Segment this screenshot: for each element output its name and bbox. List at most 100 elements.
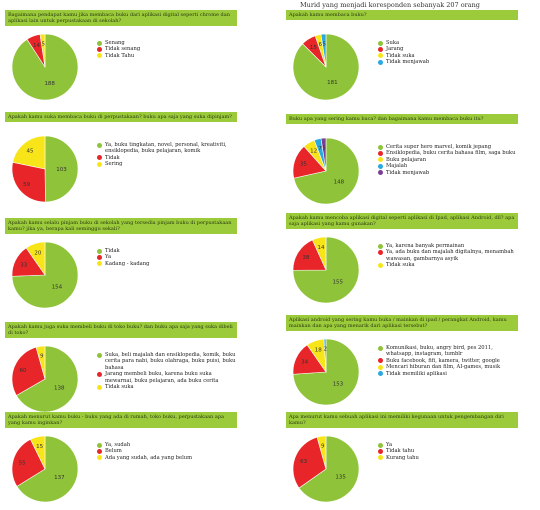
pie-slice (316, 435, 327, 470)
data-label: 138 (54, 385, 65, 391)
data-label: 5 (322, 145, 326, 151)
legend: Ya, karena banyak permainan Ya, ada buku … (378, 243, 518, 269)
legend-label: Sering (105, 161, 123, 168)
legend-item: Tidak menjawab (378, 170, 518, 176)
question-banner: Apa menurut kamu sebuah aplikasi ini mem… (286, 412, 518, 428)
legend-swatch (97, 248, 102, 254)
legend-label: Suka (386, 40, 400, 46)
legend-swatch (97, 352, 102, 358)
question-banner: Bagaimana pendapat kamu jika membaca buk… (5, 10, 237, 26)
legend-item: Ensiklopedia, buku cerita bahasa film, s… (378, 150, 518, 156)
legend-swatch (378, 59, 383, 65)
legend-label: Ya (386, 442, 393, 448)
legend-label: Jarang (386, 46, 404, 53)
legend-swatch (378, 371, 383, 377)
legend-swatch (97, 442, 102, 448)
legend-item: Tidak suka (97, 384, 237, 390)
legend-label: Tidak senang (105, 46, 141, 53)
pie-slice (35, 345, 46, 380)
legend-label: Tidak memiliki aplikasi (386, 370, 447, 377)
data-label: 7 (318, 146, 322, 152)
legend: Komunikasi, buku, angry bird, pes 2011, … (378, 345, 518, 377)
pie-chart: 154 33 20 (11, 241, 79, 309)
legend-swatch (97, 449, 102, 454)
legend-label: Komunikasi, buku, angry bird, pes 2011, … (386, 345, 493, 358)
data-label: 34 (301, 360, 308, 366)
data-label: 137 (54, 475, 65, 481)
legend-item: Jarang (378, 46, 518, 52)
legend-item: Ya, karena banyak permainan (378, 243, 518, 249)
data-label: 59 (23, 182, 30, 188)
data-label: 33 (20, 262, 27, 268)
pie-slice (39, 33, 46, 68)
data-label: 9 (321, 443, 325, 449)
question-banner: Apakah kamu suka membaca buku di perpust… (5, 112, 237, 122)
data-label: 153 (333, 381, 344, 387)
legend-item: Tidak Tahu (97, 53, 237, 59)
data-label: 12 (310, 149, 317, 155)
legend-swatch (97, 371, 102, 377)
pie-slice (298, 435, 360, 503)
legend-swatch (378, 449, 383, 454)
legend-swatch (378, 163, 383, 169)
pie-chart: 135 63 9 (292, 435, 360, 503)
legend-label: Tidak tahu (386, 448, 415, 455)
data-label: 9 (40, 353, 44, 359)
data-label: 18 (315, 348, 322, 354)
legend-label: Tidak suka (386, 262, 415, 269)
respondent-header: Murid yang menjadi koresponden sebanyak … (300, 1, 480, 9)
legend-item: Ya, sudah (97, 442, 237, 448)
legend-item: Tidak senang (97, 46, 237, 52)
data-label: 14 (33, 43, 40, 49)
legend: Suka Jarang Tidak suka Tidak menjawab (378, 40, 518, 66)
chart-card-10: Apa menurut kamu sebuah aplikasi ini mem… (286, 412, 518, 507)
chart-card-5: Apakah menurut kamu buku - buku yang ada… (5, 412, 237, 507)
legend-label: Ya, karena banyak permainan (386, 243, 465, 249)
legend-label: Suka, beli majalah dan ensiklopedia, kom… (105, 352, 236, 371)
pie-chart: 181 15 6 5 (292, 33, 360, 101)
legend-item: Ya (378, 442, 518, 448)
legend-label: Tidak menjawab (386, 59, 430, 66)
legend-item: Suka (378, 40, 518, 46)
legend-label: Buku pelajaran (386, 156, 427, 163)
legend-label: Senang (105, 40, 125, 46)
legend-label: Tidak (105, 248, 120, 254)
legend-swatch (97, 255, 102, 260)
legend-swatch (378, 358, 383, 364)
legend-item: Tidak (97, 248, 237, 254)
legend-item: Komunikasi, buku, angry bird, pes 2011, … (378, 345, 518, 358)
legend-item: Mencari hiburan dan film, AI-games, musi… (378, 364, 518, 370)
legend-label: Ya, ada buku dan majalah digitalnya, men… (386, 249, 514, 262)
legend-item: Belum (97, 448, 237, 454)
question-banner: Apakah menurut kamu buku - buku yang ada… (5, 412, 237, 428)
question-banner: Aplikasi android yang sering kamu buka /… (286, 315, 518, 331)
pie-chart: 137 55 15 (11, 435, 79, 503)
data-label: 14 (317, 245, 324, 251)
pie-slice (11, 161, 46, 203)
legend-label: Ada yang sudah, ada yang belum (105, 454, 192, 461)
pie-chart: 103 59 45 (11, 135, 79, 203)
pie-chart: 148 35 12 7 5 (292, 137, 360, 205)
legend: Ya, buku tingkatan, novel, personal, kre… (97, 142, 237, 168)
pie-slice (16, 345, 79, 413)
legend-label: Belum (105, 448, 122, 455)
data-label: 63 (300, 459, 307, 465)
legend-item: Kurang tahu (378, 455, 518, 461)
legend-item: Buku facebook, fifi, kamera, twitter, go… (378, 358, 518, 364)
legend-swatch (378, 262, 383, 268)
pie-chart: 188 14 5 (11, 33, 79, 101)
legend-label: Kurang tahu (386, 454, 419, 461)
data-label: 38 (302, 255, 309, 261)
legend-label: Jarang membeli buku, karena buku suka me… (105, 371, 219, 384)
data-label: 188 (44, 81, 55, 87)
data-label: 148 (334, 179, 345, 185)
legend-label: Tidak menjawab (386, 169, 430, 176)
legend-item: Cerita super hero marvel, komik jepang (378, 144, 518, 150)
legend-swatch (378, 170, 383, 176)
legend-item: Kadang - kadang (97, 261, 237, 267)
legend-label: Majalah (386, 163, 408, 170)
legend-label: Ya (105, 254, 112, 261)
question-banner: Apakah kamu membaca buku? (286, 10, 518, 20)
legend-swatch (378, 442, 383, 448)
pie-slice (11, 346, 46, 396)
